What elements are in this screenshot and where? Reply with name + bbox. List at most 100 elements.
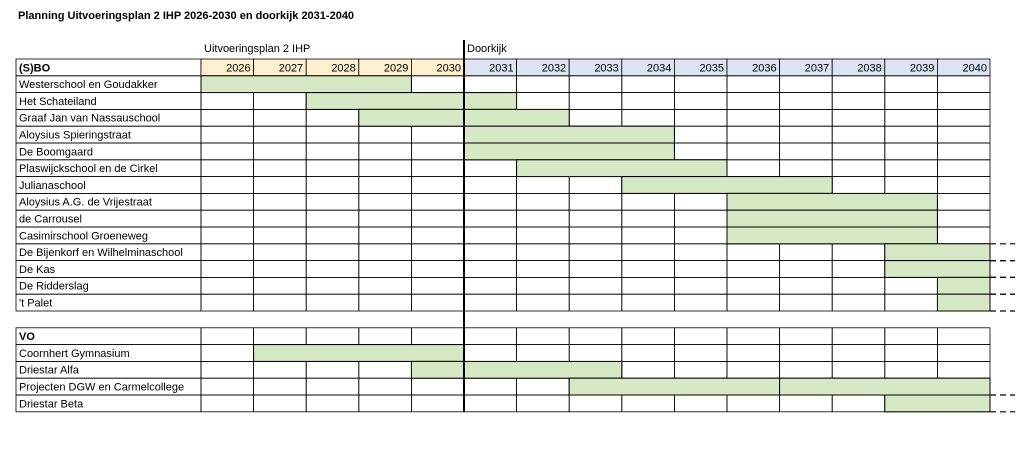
cell: [410, 226, 465, 245]
cell: [884, 92, 938, 110]
cell: [200, 142, 254, 161]
cell: [937, 360, 991, 379]
cell: [516, 192, 570, 211]
cell: [937, 159, 991, 178]
task-label: Aloysius Spieringstraat: [19, 130, 131, 142]
cell: [516, 209, 570, 228]
cell: [831, 293, 886, 312]
year-cell: [305, 327, 360, 345]
task-label: Coornhert Gymnasium: [19, 348, 130, 360]
bar: [884, 394, 991, 413]
cell: [305, 125, 360, 144]
cell: [463, 344, 517, 362]
cell: [305, 360, 360, 379]
cell: [200, 209, 254, 228]
cell: [568, 209, 623, 228]
cell: [358, 159, 412, 178]
cell: [358, 360, 412, 379]
cell: [937, 92, 991, 110]
task-label: Plaswijckschool en de Cirkel: [19, 163, 158, 175]
task-label: de Carrousel: [19, 214, 82, 226]
year-cell: [726, 327, 780, 345]
cell: [884, 75, 938, 94]
cell: [358, 377, 412, 396]
cell: [937, 192, 991, 211]
cell: [200, 260, 254, 278]
cell: [358, 209, 412, 228]
cell: [463, 394, 517, 413]
cell: [410, 192, 465, 211]
cell: [358, 260, 412, 278]
cell: [516, 377, 570, 396]
cell: [726, 276, 780, 295]
cell: [305, 176, 360, 194]
cell: [674, 394, 728, 413]
bar: [884, 260, 991, 278]
task-label: Projecten DGW en Carmelcollege: [19, 382, 184, 394]
cell: [674, 243, 728, 262]
cell: [253, 394, 307, 413]
cell: [779, 276, 833, 295]
cell: [779, 75, 833, 94]
cell: [726, 142, 780, 161]
cell: [305, 293, 360, 312]
cell: [937, 176, 991, 194]
cell: [726, 344, 780, 362]
cell: [463, 209, 517, 228]
cell: [358, 142, 412, 161]
cell: [674, 344, 728, 362]
cell: [463, 243, 517, 262]
year-cell: [779, 327, 833, 345]
cell: [253, 276, 307, 295]
task-label: De Ridderslag: [19, 281, 89, 293]
cell: [200, 109, 254, 127]
cell: [621, 360, 675, 379]
cell: [516, 276, 570, 295]
cell: [937, 344, 991, 362]
cell: [200, 377, 254, 396]
cell: [779, 142, 833, 161]
cell: [937, 125, 991, 144]
cell: [884, 344, 938, 362]
bar: [779, 377, 991, 396]
cell: [884, 109, 938, 127]
cell: [884, 360, 938, 379]
year-label: 2036: [752, 62, 776, 74]
cell: [779, 92, 833, 110]
cell: [831, 142, 886, 161]
year-label: 2035: [700, 62, 724, 74]
cell: [463, 75, 517, 94]
cell: [358, 293, 412, 312]
cell: [253, 159, 307, 178]
cell: [621, 92, 675, 110]
cell: [621, 109, 675, 127]
cell: [200, 92, 254, 110]
bar: [884, 243, 991, 262]
cell: [253, 92, 307, 110]
cell: [253, 260, 307, 278]
bar: [463, 125, 675, 144]
cell: [200, 293, 254, 312]
cell: [516, 75, 570, 94]
cell: [516, 176, 570, 194]
cell: [358, 192, 412, 211]
cell: [568, 344, 623, 362]
cell: [779, 344, 833, 362]
cell: [200, 159, 254, 178]
cell: [726, 109, 780, 127]
cell: [674, 142, 728, 161]
cell: [937, 226, 991, 245]
cell: [831, 125, 886, 144]
cell: [463, 377, 517, 396]
year-cell: [463, 327, 517, 345]
cell: [884, 142, 938, 161]
task-label: De Boomgaard: [19, 146, 93, 158]
year-label: 2031: [489, 62, 513, 74]
year-cell: [884, 327, 938, 345]
cell: [410, 176, 465, 194]
cell: [568, 176, 623, 194]
cell: [516, 293, 570, 312]
cell: [568, 92, 623, 110]
cell: [621, 192, 675, 211]
cell: [305, 276, 360, 295]
